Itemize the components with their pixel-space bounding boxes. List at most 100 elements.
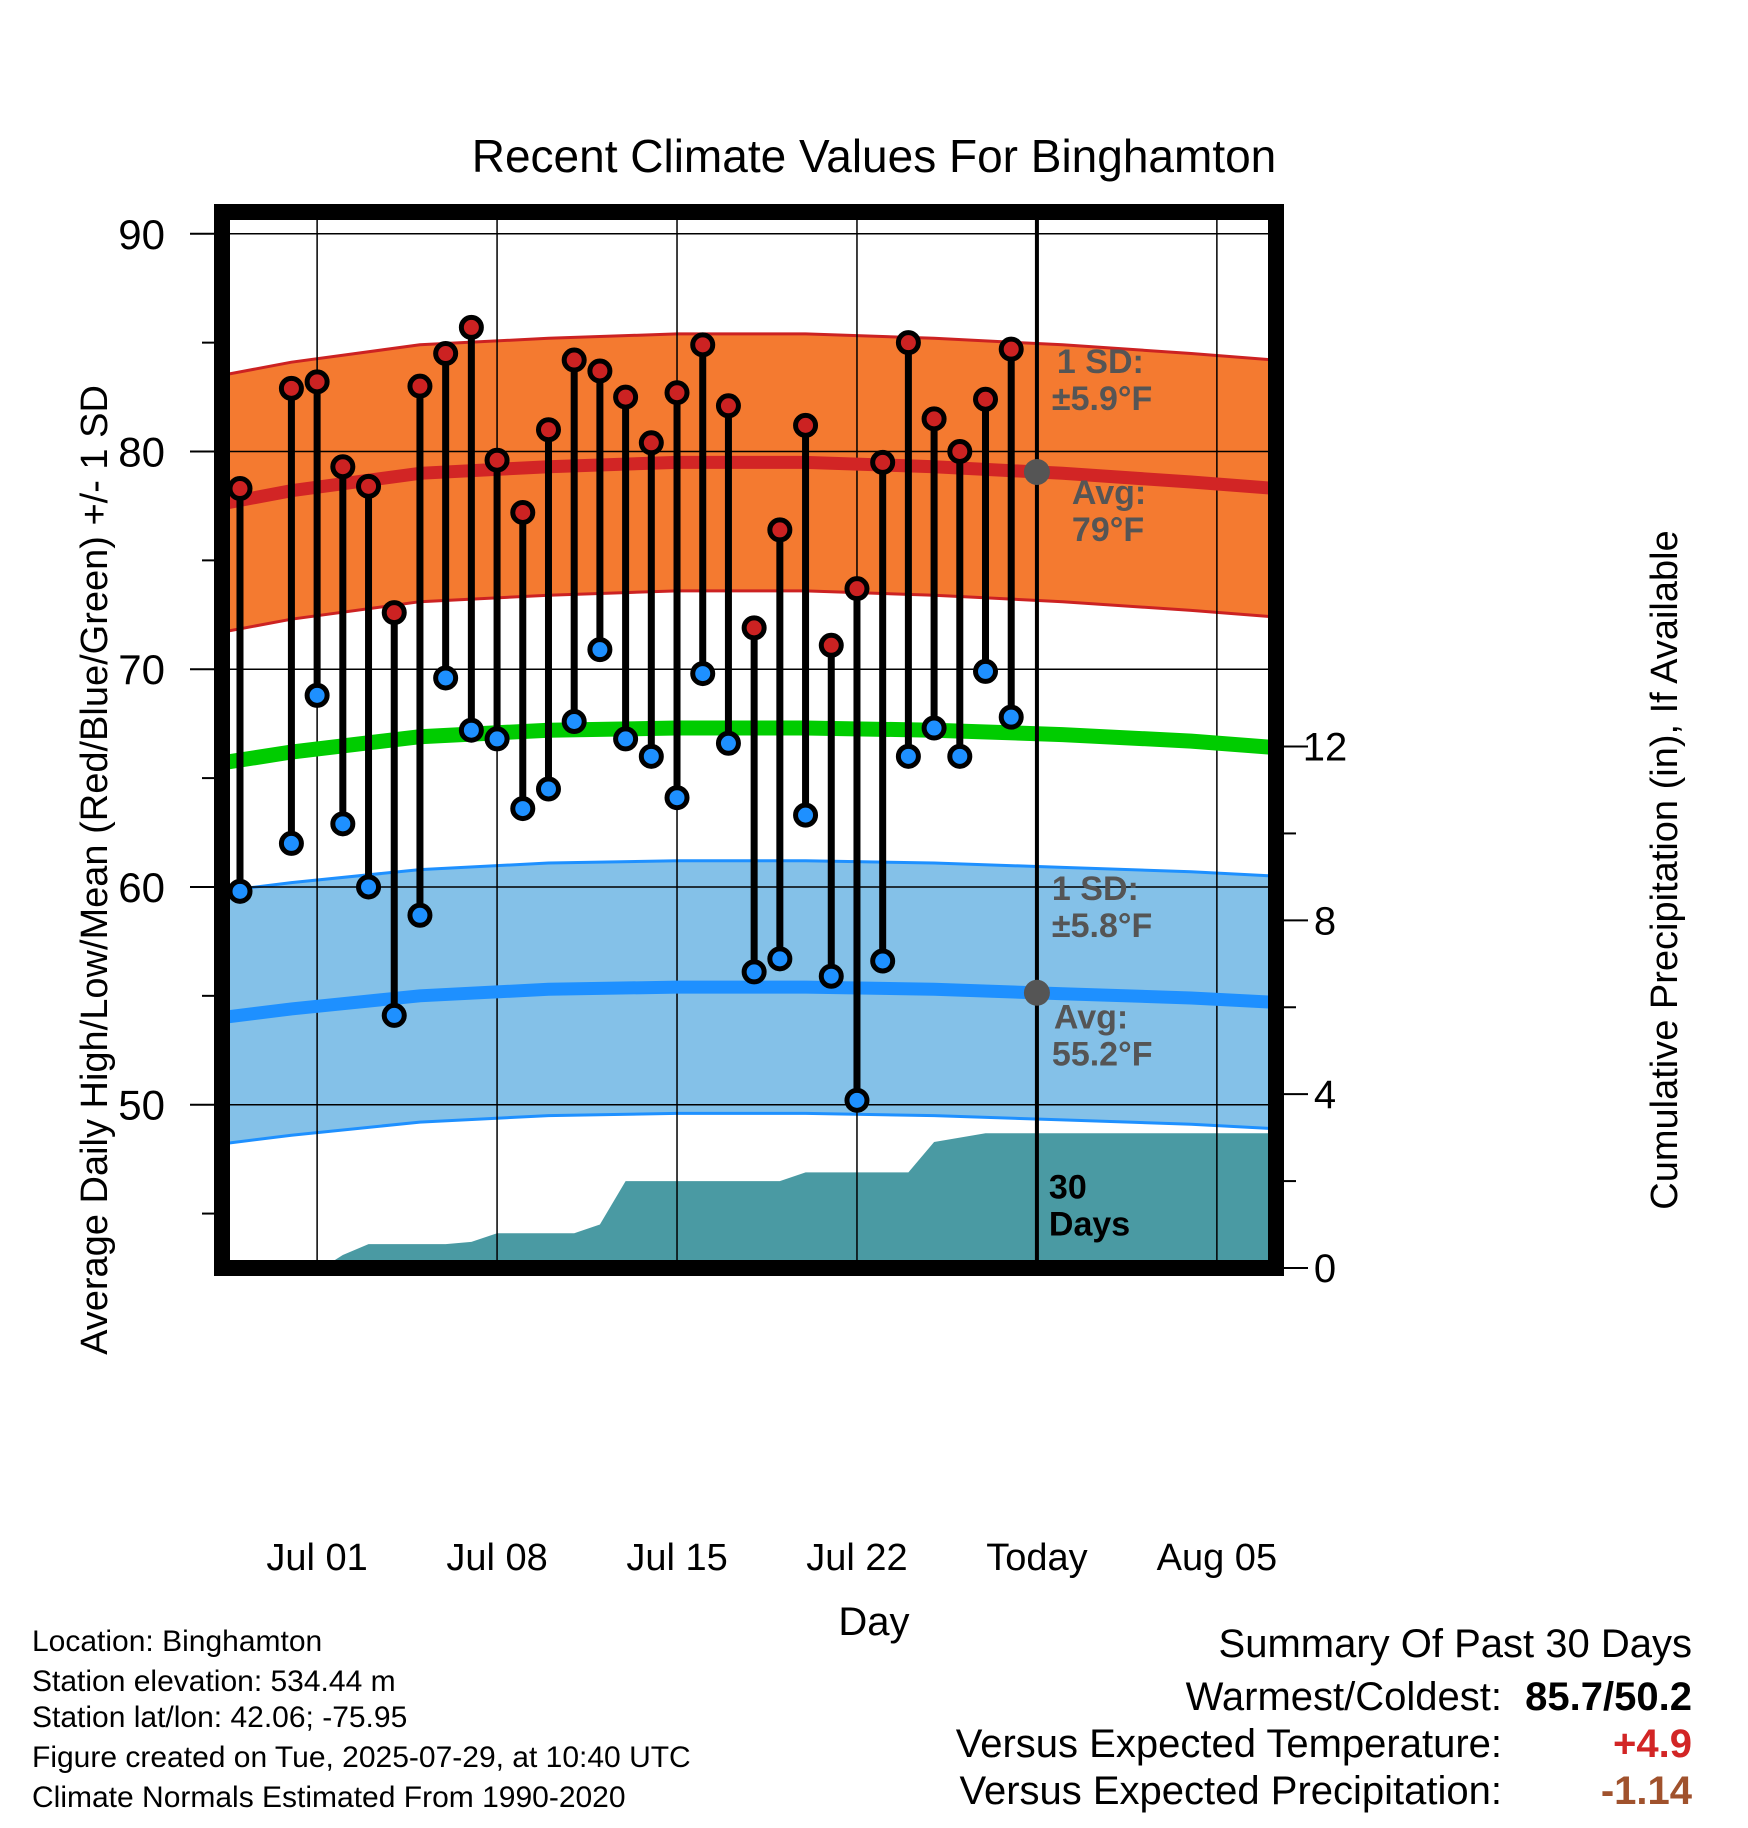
obs-low-point	[458, 717, 484, 743]
elevation-text: Station elevation: 534.44 m	[32, 1665, 396, 1698]
created-text: Figure created on Tue, 2025-07-29, at 10…	[32, 1741, 691, 1774]
y-right-tick-label: 8	[1314, 899, 1336, 943]
x-tick-label: Today	[986, 1537, 1087, 1579]
obs-high-point	[973, 386, 999, 412]
y-right-tick-label: 4	[1314, 1073, 1336, 1117]
obs-high-point	[381, 600, 407, 626]
obs-high-point	[741, 615, 767, 641]
latlon-text: Station lat/lon: 42.06; -75.95	[32, 1701, 408, 1734]
obs-low-point	[715, 730, 741, 756]
obs-low-point	[356, 874, 382, 900]
obs-high-point	[870, 449, 896, 475]
obs-low-point	[844, 1087, 870, 1113]
obs-low-point	[407, 902, 433, 928]
obs-high-point	[998, 336, 1024, 362]
location-text: Location: Binghamton	[32, 1625, 323, 1658]
obs-high-point	[407, 373, 433, 399]
x-tick-label: Jul 01	[266, 1537, 367, 1579]
y-axis-left-label: Average Daily High/Low/Mean (Red/Blue/Gr…	[74, 385, 116, 1355]
obs-high-point	[510, 499, 536, 525]
x-tick-label: Jul 15	[626, 1537, 727, 1579]
obs-low-point	[535, 776, 561, 802]
y-left-tick-label: 70	[118, 646, 165, 693]
summary-warmest-row: Warmest/Coldest: 85.7/50.2	[956, 1675, 1692, 1720]
low-sd-upper-edge	[222, 859, 1276, 893]
y-left-tick-label: 80	[118, 429, 165, 476]
warmest-label: Warmest/Coldest:	[1185, 1675, 1502, 1719]
precip-value: -1.14	[1600, 1769, 1692, 1813]
low-avg-value-annotation: 55.2°F	[1052, 1036, 1153, 1074]
high-sd-upper-edge	[222, 332, 1276, 377]
obs-high-point	[690, 332, 716, 358]
obs-high-point	[356, 473, 382, 499]
obs-high-point	[638, 430, 664, 456]
chart-title: Recent Climate Values For Binghamton	[472, 130, 1277, 182]
y-left-tick-label: 60	[118, 864, 165, 911]
obs-high-point	[613, 384, 639, 410]
obs-high-point	[947, 439, 973, 465]
high-avg-value-annotation: 79°F	[1072, 511, 1144, 549]
x-tick-label: Jul 08	[446, 1537, 547, 1579]
obs-low-point	[638, 743, 664, 769]
obs-low-point	[304, 682, 330, 708]
summary-precip-row: Versus Expected Precipitation: -1.14	[956, 1769, 1692, 1814]
y-left-tick-label: 50	[118, 1082, 165, 1129]
obs-low-point	[741, 959, 767, 985]
obs-high-point	[330, 454, 356, 480]
low-sd-lower-edge	[222, 1111, 1276, 1146]
x-axis-label: Day	[838, 1600, 909, 1644]
obs-low-point	[227, 878, 253, 904]
obs-high-point	[458, 314, 484, 340]
precip-label: Versus Expected Precipitation:	[959, 1769, 1502, 1813]
plot-content	[222, 212, 1276, 1268]
obs-low-point	[998, 704, 1024, 730]
obs-low-point	[561, 708, 587, 734]
y-left-tick-label: 90	[118, 211, 165, 258]
summary-title: Summary Of Past 30 Days	[1218, 1622, 1692, 1666]
obs-high-point	[535, 417, 561, 443]
obs-low-point	[278, 830, 304, 856]
low-avg-annotation: Avg:	[1054, 998, 1128, 1036]
obs-high-point	[818, 632, 844, 658]
normal-mean-line	[222, 720, 1276, 771]
obs-low-point	[690, 661, 716, 687]
obs-low-point	[613, 726, 639, 752]
obs-low-point	[484, 726, 510, 752]
obs-high-point	[844, 576, 870, 602]
high-sd-annotation: 1 SD:	[1057, 343, 1144, 381]
obs-low-point	[921, 715, 947, 741]
high-avg-annotation: Avg:	[1072, 474, 1146, 512]
obs-high-point	[227, 476, 253, 502]
summary-panel: Summary Of Past 30 Days Warmest/Coldest:…	[956, 1622, 1692, 1814]
plot-frame	[214, 204, 1284, 1276]
high-sd-value-annotation: ±5.9°F	[1052, 380, 1152, 418]
obs-low-point	[947, 743, 973, 769]
obs-high-point	[484, 447, 510, 473]
obs-low-point	[870, 948, 896, 974]
obs-low-point	[664, 785, 690, 811]
warmest-value: 85.7/50.2	[1525, 1675, 1692, 1719]
temp-value: +4.9	[1613, 1722, 1692, 1766]
obs-low-point	[973, 658, 999, 684]
obs-high-point	[793, 412, 819, 438]
obs-high-point	[278, 375, 304, 401]
normals-text: Climate Normals Estimated From 1990-2020	[32, 1781, 626, 1814]
station-info: Location: Binghamton Station elevation: …	[32, 1624, 691, 1816]
today-high-normal-marker	[1023, 458, 1050, 485]
high-sd-lower-edge	[222, 589, 1276, 634]
obs-low-point	[510, 796, 536, 822]
y-axis-right-label: Cumulative Precipitation (in), If Availa…	[1644, 530, 1686, 1209]
obs-high-point	[304, 369, 330, 395]
summary-temp-row: Versus Expected Temperature: +4.9	[956, 1722, 1692, 1767]
obs-low-point	[818, 963, 844, 989]
x-tick-label: Aug 05	[1157, 1537, 1277, 1579]
precip-area	[222, 1133, 1276, 1268]
days-annotation-unit: Days	[1049, 1205, 1130, 1243]
obs-high-point	[433, 341, 459, 367]
obs-high-point	[895, 330, 921, 356]
temp-label: Versus Expected Temperature:	[955, 1722, 1502, 1766]
obs-low-point	[381, 1002, 407, 1028]
normal-low-line	[222, 980, 1276, 1025]
